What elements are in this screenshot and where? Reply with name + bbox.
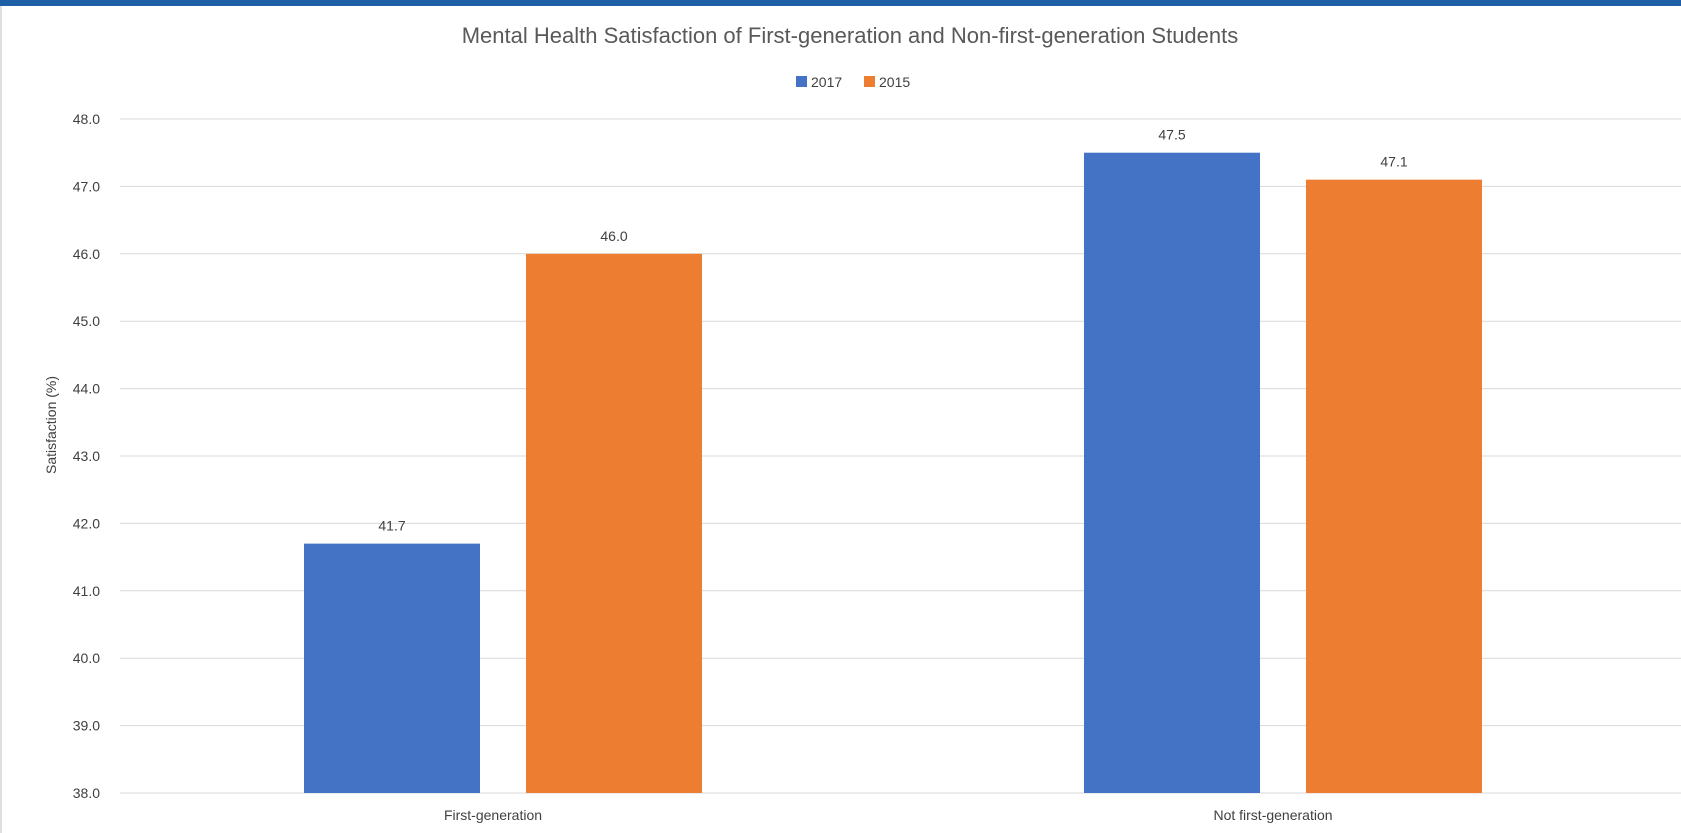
frame-accent-bar xyxy=(0,0,1681,6)
legend-label: 2017 xyxy=(811,74,842,90)
y-tick-label: 40.0 xyxy=(73,650,100,666)
y-tick-label: 39.0 xyxy=(73,718,100,734)
data-label: 47.1 xyxy=(1380,154,1407,170)
bars xyxy=(304,152,1482,794)
bar-2015-1 xyxy=(1306,179,1482,793)
y-tick-label: 48.0 xyxy=(73,111,100,127)
x-axis-categories: First-generation Not first-generation xyxy=(444,807,1333,823)
y-tick-label: 43.0 xyxy=(73,448,100,464)
chart-title: Mental Health Satisfaction of First-gene… xyxy=(462,23,1239,48)
legend: 2017 2015 xyxy=(796,74,910,90)
y-tick-label: 38.0 xyxy=(73,785,100,801)
bar-2017-0 xyxy=(304,543,480,793)
y-axis-title: Satisfaction (%) xyxy=(43,376,59,474)
y-tick-label: 46.0 xyxy=(73,246,100,262)
data-label: 46.0 xyxy=(600,228,627,244)
legend-swatch-2017 xyxy=(796,76,807,87)
bar-2015-0 xyxy=(526,253,702,794)
x-category-label: First-generation xyxy=(444,807,542,823)
y-tick-label: 44.0 xyxy=(73,381,100,397)
data-label: 41.7 xyxy=(378,518,405,534)
y-tick-label: 42.0 xyxy=(73,515,100,531)
y-tick-label: 47.0 xyxy=(73,178,100,194)
legend-label: 2015 xyxy=(879,74,910,90)
y-axis-ticks: 38.0 39.0 40.0 41.0 42.0 43.0 44.0 45.0 46.0 47.0… xyxy=(73,111,100,801)
y-tick-label: 45.0 xyxy=(73,313,100,329)
bar-2017-1 xyxy=(1084,152,1260,793)
x-category-label: Not first-generation xyxy=(1213,807,1332,823)
data-label: 47.5 xyxy=(1158,127,1185,143)
legend-swatch-2015 xyxy=(864,76,875,87)
y-tick-label: 41.0 xyxy=(73,583,100,599)
data-labels: 41.7 46.0 47.5 47.1 xyxy=(378,127,1407,534)
